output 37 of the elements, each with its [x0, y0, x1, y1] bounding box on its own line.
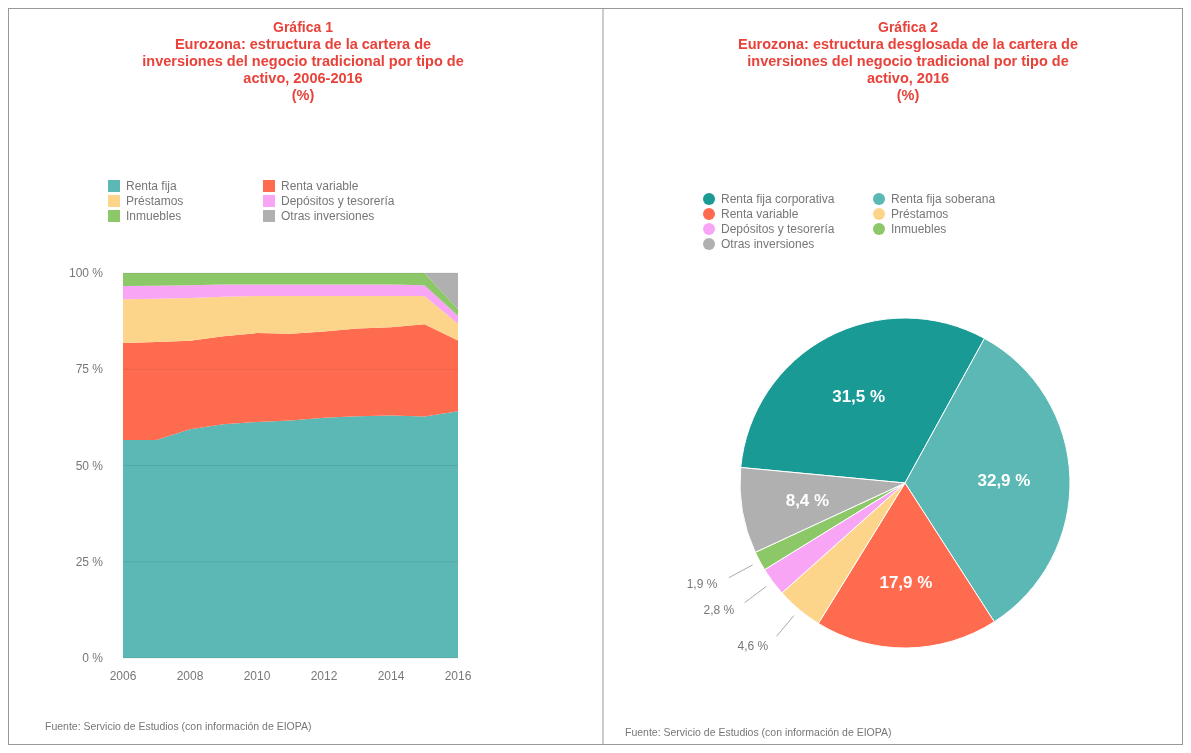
data-label: 1,9 %	[686, 576, 718, 591]
source-note: Fuente: Servicio de Estudios (con información de EIOPA)	[45, 720, 312, 732]
legend-label: Inmuebles	[891, 222, 947, 236]
chart-subtitle: Eurozona: estructura desglosada de la cartera de inversiones del negocio tradicional por tipo de activo, 2016 (%)	[737, 36, 1079, 103]
y-tick-label: 0 %	[82, 651, 104, 665]
source-note: Fuente: Servicio de Estudios (con información de EIOPA)	[625, 726, 892, 738]
data-label: 4,6 %	[737, 639, 769, 654]
legend-label: Depósitos y tesorería	[281, 194, 395, 208]
x-tick-label: 2014	[377, 669, 405, 683]
legend-label: Préstamos	[891, 207, 949, 221]
x-tick-label: 2016	[444, 669, 472, 683]
data-label: 17,9 %	[879, 573, 933, 592]
legend-label: Renta fija	[126, 179, 178, 193]
legend-label: Renta fija soberana	[891, 192, 996, 206]
chart-subtitle: Eurozona: estructura de la cartera de inversiones del negocio tradicional por tipo de activo, 2006-2016 (%)	[142, 36, 464, 103]
legend-label: Renta variable	[281, 179, 359, 193]
y-tick-label: 25 %	[75, 554, 104, 569]
legend-label: Préstamos	[126, 194, 184, 208]
legend-label: Otras inversiones	[721, 237, 815, 251]
chart-title: Gráfica 2	[878, 19, 939, 35]
legend-label: Depósitos y tesorería	[721, 222, 835, 236]
legend-label: Renta variable	[721, 207, 799, 221]
x-tick-label: 2012	[310, 669, 338, 683]
data-label: 2,8 %	[703, 603, 735, 618]
legend-label: Renta fija corporativa	[721, 192, 835, 206]
y-tick-label: 50 %	[75, 458, 104, 473]
data-label: 32,9 %	[977, 470, 1031, 490]
data-label: 8,4 %	[785, 490, 830, 510]
legend-label: Inmuebles	[126, 209, 182, 223]
data-label: 31,5 %	[832, 386, 886, 406]
x-tick-label: 2008	[176, 669, 204, 683]
legend-label: Otras inversiones	[281, 209, 375, 223]
x-tick-label: 2006	[109, 669, 137, 683]
chart-title: Gráfica 1	[273, 19, 334, 35]
y-tick-label: 75 %	[75, 362, 104, 377]
y-tick-label: 100 %	[68, 266, 104, 280]
x-tick-label: 2010	[243, 669, 271, 683]
